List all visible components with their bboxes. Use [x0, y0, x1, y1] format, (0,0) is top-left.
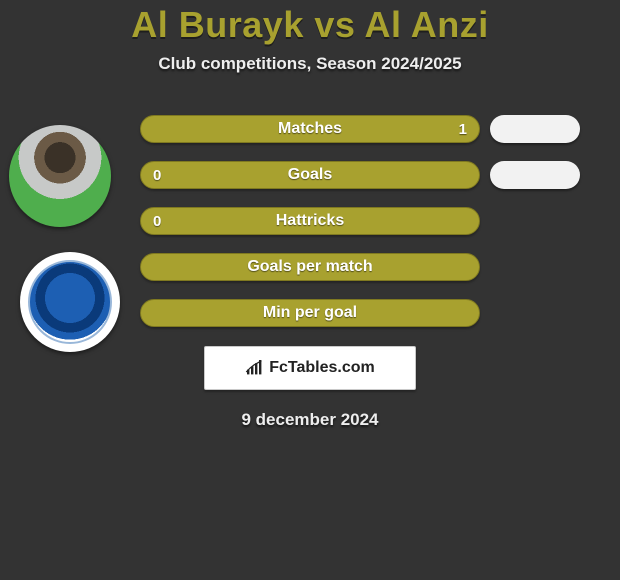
side-indicator-right: [490, 161, 580, 189]
stat-row: Min per goal: [0, 290, 620, 336]
stat-row: 0 Hattricks: [0, 198, 620, 244]
side-indicator-right: [490, 115, 580, 143]
stat-pill: Min per goal: [140, 299, 480, 327]
stat-label: Goals per match: [141, 258, 479, 276]
stat-label: Min per goal: [141, 304, 479, 322]
stat-label: Goals: [141, 166, 479, 184]
stat-pill: Goals per match: [140, 253, 480, 281]
page-title: Al Burayk vs Al Anzi: [0, 4, 620, 46]
chart-icon: [245, 360, 265, 376]
attribution-text: FcTables.com: [269, 359, 375, 377]
stat-right-value: 1: [459, 121, 467, 138]
date-text: 9 december 2024: [0, 410, 620, 430]
stat-row: Goals per match: [0, 244, 620, 290]
stat-row: Matches 1: [0, 106, 620, 152]
stat-pill: Matches 1: [140, 115, 480, 143]
stat-label: Hattricks: [141, 212, 479, 230]
stat-row: 0 Goals: [0, 152, 620, 198]
attribution-badge: FcTables.com: [204, 346, 416, 390]
stat-pill: 0 Hattricks: [140, 207, 480, 235]
stat-label: Matches: [141, 120, 479, 138]
page-subtitle: Club competitions, Season 2024/2025: [0, 54, 620, 74]
comparison-card: Al Burayk vs Al Anzi Club competitions, …: [0, 0, 620, 430]
stat-pill: 0 Goals: [140, 161, 480, 189]
